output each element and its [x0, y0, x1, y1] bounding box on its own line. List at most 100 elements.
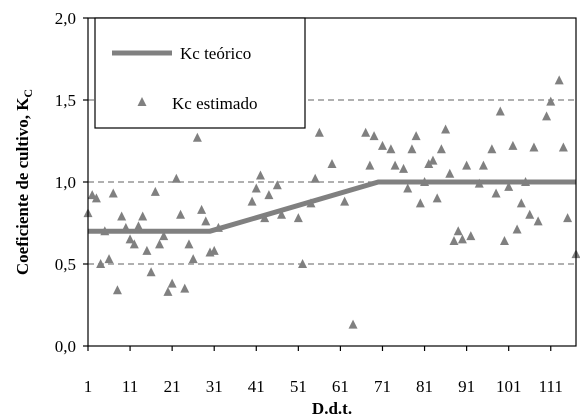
x-tick-label: 111: [539, 377, 563, 396]
legend-triangle-swatch: [137, 97, 147, 106]
data-point-kc-estimado: [512, 224, 522, 234]
x-tick-label: 11: [122, 377, 138, 396]
data-point-kc-estimado: [213, 222, 223, 232]
data-point-kc-estimado: [125, 234, 135, 244]
legend-entry-kc-teorico: Kc teórico: [180, 44, 251, 63]
data-point-kc-estimado: [348, 319, 358, 329]
data-point-kc-estimado: [504, 181, 514, 191]
data-point-kc-estimado: [403, 183, 413, 193]
data-point-kc-estimado: [150, 186, 160, 196]
data-point-kc-estimado: [499, 236, 509, 246]
data-point-kc-estimado: [516, 198, 526, 208]
data-point-kc-estimado: [508, 140, 518, 150]
data-point-kc-estimado: [369, 131, 379, 141]
data-point-kc-estimado: [108, 188, 118, 198]
data-point-kc-estimado: [462, 160, 472, 170]
data-point-kc-estimado: [432, 193, 442, 203]
x-tick-label: 91: [458, 377, 475, 396]
data-point-kc-estimado: [445, 168, 455, 178]
data-point-kc-estimado: [495, 106, 505, 116]
x-tick-label: 101: [496, 377, 522, 396]
axis-ticks: 0,00,51,01,52,01 11 21 31 41 51 61 71 81 91 101 111: [55, 9, 563, 396]
data-point-kc-estimado: [100, 226, 110, 236]
data-point-kc-estimado: [146, 267, 156, 277]
data-point-kc-estimado: [96, 259, 106, 268]
data-point-kc-estimado: [293, 213, 303, 223]
data-point-kc-estimado: [411, 131, 421, 141]
data-point-kc-estimado: [251, 183, 261, 193]
y-tick-label: 1,5: [55, 91, 76, 110]
data-point-kc-estimado: [386, 144, 396, 154]
data-point-kc-estimado: [87, 190, 97, 200]
x-tick-label: 81: [416, 377, 433, 396]
data-point-kc-estimado: [201, 216, 211, 226]
data-point-kc-estimado: [546, 96, 556, 106]
data-point-kc-estimado: [306, 198, 316, 208]
data-point-kc-estimado: [255, 170, 265, 180]
data-point-kc-estimado: [453, 226, 463, 236]
data-point-kc-estimado: [314, 127, 324, 137]
data-point-kc-estimado: [121, 222, 131, 232]
data-point-kc-estimado: [390, 160, 400, 170]
data-point-kc-estimado: [361, 127, 371, 137]
data-point-kc-estimado: [159, 231, 169, 241]
legend: Kc teórico Kc estimado: [94, 17, 306, 129]
data-point-kc-estimado: [188, 254, 198, 264]
data-point-kc-estimado: [529, 142, 539, 152]
data-point-kc-estimado: [365, 160, 375, 170]
data-point-kc-estimado: [138, 211, 148, 221]
data-point-kc-estimado: [424, 158, 434, 168]
data-point-kc-estimado: [487, 144, 497, 154]
data-point-kc-estimado: [117, 211, 127, 221]
data-point-kc-estimado: [399, 163, 409, 173]
series-line-kc-teorico: [88, 179, 576, 234]
y-axis-title: Coeficiente de cultivo, KC: [13, 89, 35, 275]
data-point-kc-estimado: [247, 196, 257, 206]
data-point-kc-estimado: [420, 177, 430, 186]
data-point-kc-estimado: [272, 180, 282, 190]
data-point-kc-estimado: [521, 177, 531, 186]
legend-entry-kc-estimado: Kc estimado: [172, 94, 257, 113]
data-point-kc-estimado: [155, 239, 165, 249]
data-point-kc-estimado: [554, 75, 564, 85]
data-point-kc-estimado: [133, 221, 143, 231]
x-tick-label: 21: [164, 377, 181, 396]
data-point-kc-estimado: [525, 209, 535, 219]
data-point-kc-estimado: [277, 209, 287, 219]
x-tick-label: 1: [84, 377, 93, 396]
y-axis-title-main: Coeficiente de cultivo, K: [13, 97, 32, 275]
data-point-kc-estimado: [209, 245, 219, 255]
data-point-kc-estimado: [91, 193, 101, 203]
data-point-kc-estimado: [104, 254, 114, 264]
x-tick-label: 51: [290, 377, 307, 396]
data-point-kc-estimado: [542, 111, 552, 121]
data-point-kc-estimado: [298, 259, 308, 268]
data-point-kc-estimado: [533, 216, 543, 226]
data-point-kc-estimado: [466, 231, 476, 241]
y-tick-label: 0,0: [55, 337, 76, 356]
data-point-kc-estimado: [436, 144, 446, 154]
x-tick-label: 71: [374, 377, 391, 396]
data-point-kc-estimado: [491, 188, 501, 198]
data-point-kc-estimado: [180, 283, 190, 293]
data-point-kc-estimado: [449, 236, 459, 246]
data-point-kc-estimado: [327, 158, 337, 168]
x-tick-label: 41: [248, 377, 265, 396]
data-point-kc-estimado: [340, 196, 350, 206]
data-point-kc-estimado: [167, 278, 177, 288]
data-point-kc-estimado: [264, 190, 274, 200]
legend-box: [94, 17, 306, 129]
data-point-kc-estimado: [163, 286, 173, 296]
data-point-kc-estimado: [184, 239, 194, 249]
data-point-kc-estimado: [310, 173, 320, 183]
data-point-kc-estimado: [197, 204, 207, 214]
y-tick-label: 1,0: [55, 173, 76, 192]
data-point-kc-estimado: [129, 239, 139, 249]
data-point-kc-estimado: [474, 178, 484, 188]
x-tick-label: 61: [332, 377, 349, 396]
plot-series: [83, 40, 580, 329]
data-point-kc-estimado: [563, 213, 573, 223]
y-axis-title-subscript: C: [21, 89, 35, 98]
data-point-kc-estimado: [142, 245, 152, 255]
